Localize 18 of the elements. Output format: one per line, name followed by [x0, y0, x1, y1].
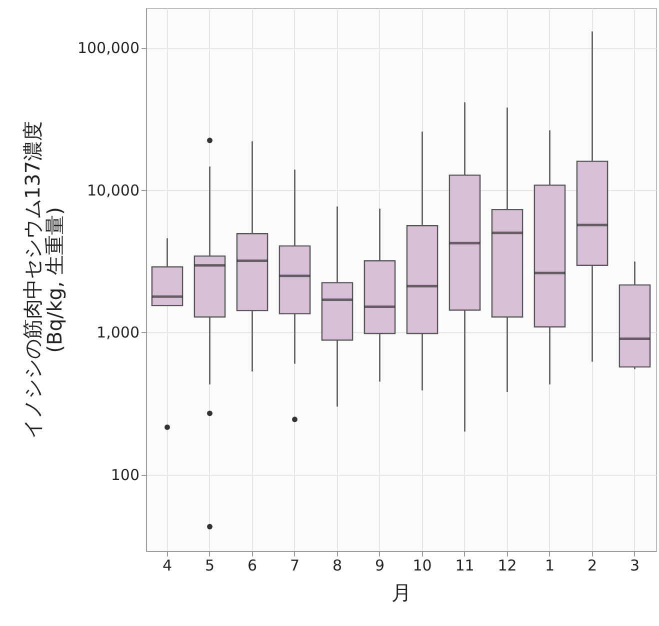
y-tick-label: 100 [110, 466, 140, 484]
x-tick-label: 2 [587, 556, 598, 574]
x-tick-label: 12 [498, 556, 517, 574]
y-tick-label: 1,000 [96, 324, 140, 342]
x-tick-label: 1 [544, 556, 555, 574]
x-tick-label: 10 [412, 556, 432, 574]
x-tick-label: 9 [374, 556, 385, 574]
y-tick-label: 10,000 [87, 181, 140, 200]
x-tick-label: 7 [290, 556, 300, 574]
x-tick-label: 4 [162, 556, 172, 574]
y-tick-label: 100,000 [77, 39, 140, 58]
x-tick-label: 8 [332, 556, 342, 574]
x-tick-label: 3 [630, 556, 640, 574]
x-tick-label: 6 [247, 556, 258, 574]
x-tick-label: 11 [455, 556, 474, 574]
x-axis-title: 月 [392, 580, 412, 604]
y-axis-title: イノシシの筋肉中セシウム137濃度 (Bq/kg, 生重量) [20, 120, 66, 440]
x-tick-label: 5 [204, 556, 215, 574]
